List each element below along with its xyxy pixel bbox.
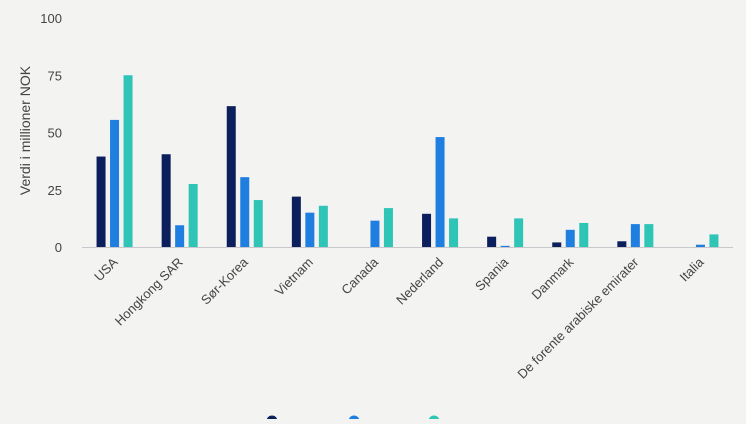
bar-series2-9 [695,244,705,247]
bar-series3-7 [579,222,589,247]
bar-series3-5 [449,218,459,248]
y-tick-label: 100 [40,11,62,26]
bar-series1-6 [487,236,497,247]
bar-series1-7 [552,242,562,247]
x-tick-label: Nederland [393,255,446,308]
bar-series3-9 [709,234,719,247]
bar-series3-8 [644,224,654,247]
bar-series2-0 [110,119,120,247]
y-tick-label: 0 [55,240,62,255]
bar-series1-2 [226,106,236,247]
x-tick-label: De forente arabiske emirater [514,254,642,382]
bars [96,75,719,248]
legend-marker-series1 [266,415,278,424]
y-tick-label: 75 [48,68,62,83]
x-tick-label: Canada [338,254,381,297]
x-tick-label: Sør-Korea [198,254,252,308]
bar-series2-4 [370,220,380,247]
x-tick-label: Hongkong SAR [112,255,186,329]
x-tick-label: Spania [472,254,512,294]
y-axis-ticks: 0 25 50 75 100 [40,11,62,255]
legend [266,415,440,424]
bar-series3-0 [123,75,133,247]
bar-series1-1 [161,154,171,247]
x-tick-label: Vietnam [272,255,316,299]
bar-series3-4 [383,208,393,247]
bar-series2-3 [305,212,315,247]
legend-marker-series2 [348,415,360,424]
x-tick-label: USA [91,254,121,284]
bar-series3-1 [188,184,198,247]
bar-series1-8 [617,241,627,247]
bar-series3-2 [253,200,263,247]
legend-marker-series3 [428,415,440,424]
x-tick-label: Italia [677,254,708,285]
bar-series2-6 [500,245,510,247]
bar-series1-3 [291,196,301,247]
bar-series2-8 [630,224,640,247]
y-tick-label: 25 [48,183,62,198]
bar-series2-7 [565,229,575,247]
bar-series1-0 [96,156,106,247]
bar-series2-5 [435,137,445,247]
x-tick-label: Danmark [528,254,576,302]
bar-series3-6 [514,218,524,248]
bar-series3-3 [318,205,328,247]
y-tick-label: 50 [48,126,62,141]
y-axis-label: Verdi i millioner NOK [17,65,33,195]
bar-series1-5 [422,213,432,247]
bar-series2-2 [240,177,250,247]
bar-series2-1 [175,225,185,247]
